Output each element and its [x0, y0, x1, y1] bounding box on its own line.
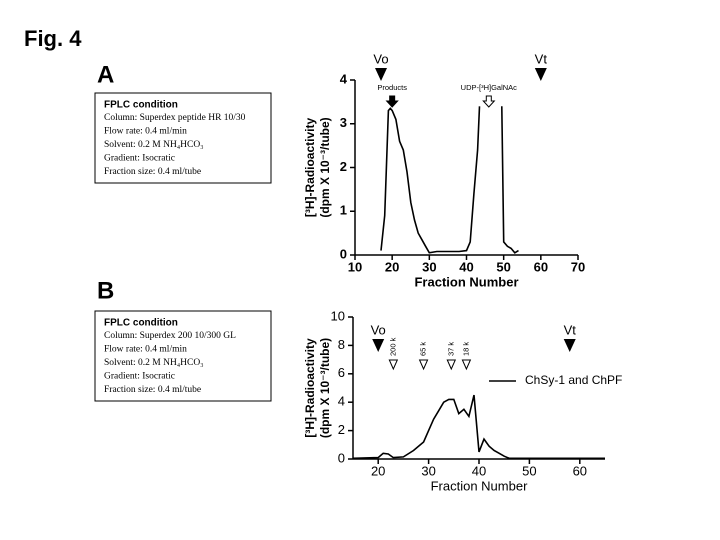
x-tick-label: 50 [496, 259, 510, 274]
annotation-label: Products [377, 83, 407, 92]
y-tick-label: 10 [331, 308, 345, 323]
x-axis-label: Fraction Number [414, 274, 518, 289]
x-tick-label: 30 [422, 259, 436, 274]
y-tick-label: 4 [340, 71, 348, 86]
annotation-marker [372, 339, 385, 352]
annotation-label: 18 k [461, 342, 470, 356]
x-tick-label: 40 [459, 259, 473, 274]
y-tick-label: 8 [338, 337, 345, 352]
y-tick-label: 0 [338, 450, 345, 465]
y-tick-label: 2 [340, 159, 347, 174]
panel-label: B [97, 277, 114, 304]
y-tick-label: 4 [338, 394, 345, 409]
x-tick-label: 20 [371, 463, 385, 478]
y-tick-label: 1 [340, 203, 347, 218]
condition-line: Flow rate: 0.4 ml/min [104, 127, 187, 137]
condition-line: Gradient: Isocratic [104, 372, 175, 382]
condition-line: Solvent: 0.2 M NH₄HCO₃ [104, 358, 204, 368]
annotation-marker [534, 68, 547, 81]
condition-line: Solvent: 0.2 M NH₄HCO₃ [104, 140, 204, 150]
y-tick-label: 3 [340, 115, 347, 130]
annotation-marker [418, 359, 429, 371]
condition-line: Column: Superdex 200 10/300 GL [104, 331, 236, 341]
x-tick-label: 50 [522, 463, 536, 478]
annotation-marker [563, 339, 576, 352]
condition-line: Fraction size: 0.4 ml/tube [104, 385, 201, 395]
annotation-label: Vt [564, 322, 577, 337]
annotation-label: 37 k [446, 342, 455, 356]
condition-title: FPLC condition [104, 100, 178, 111]
panel-label: A [97, 61, 114, 88]
x-tick-label: 60 [534, 259, 548, 274]
y-axis-label: (dpm X 10⁻³/tube) [318, 117, 332, 217]
condition-line: Gradient: Isocratic [104, 154, 175, 164]
x-tick-label: 60 [573, 463, 587, 478]
y-tick-label: 2 [338, 422, 345, 437]
annotation-marker [388, 359, 399, 371]
condition-title: FPLC condition [104, 318, 178, 329]
condition-line: Flow rate: 0.4 ml/min [104, 345, 187, 355]
y-tick-label: 6 [338, 365, 345, 380]
condition-line: Fraction size: 0.4 ml/tube [104, 167, 201, 177]
condition-box [94, 92, 272, 184]
y-axis-label: [³H]-Radioactivity [303, 338, 317, 438]
legend-label: ChSy-1 and ChPF [525, 373, 622, 387]
x-axis-label: Fraction Number [431, 478, 528, 493]
data-line [380, 106, 519, 254]
x-tick-label: 70 [571, 259, 585, 274]
y-tick-label: 0 [340, 246, 347, 261]
annotation-label: 65 k [419, 342, 428, 356]
annotation-marker [446, 359, 457, 371]
annotation-label: Vo [373, 51, 388, 66]
x-tick-label: 10 [348, 259, 362, 274]
x-tick-label: 30 [421, 463, 435, 478]
condition-box [94, 310, 272, 402]
annotation-marker [375, 68, 388, 81]
x-tick-label: 20 [385, 259, 399, 274]
annotation-marker [385, 95, 399, 108]
data-line [352, 394, 605, 460]
annotation-marker [461, 359, 472, 371]
annotation-label: UDP-[³H]GalNAc [461, 83, 518, 92]
annotation-marker [482, 95, 496, 108]
y-axis-label: [³H]-Radioactivity [303, 118, 317, 218]
x-tick-label: 40 [472, 463, 486, 478]
annotation-label: Vt [535, 51, 548, 66]
annotation-label: 200 k [388, 337, 397, 356]
condition-line: Column: Superdex peptide HR 10/30 [104, 113, 246, 123]
y-axis-label: (dpm X 10⁻³/tube) [318, 338, 332, 438]
figure-label: Fig. 4 [24, 26, 82, 51]
annotation-label: Vo [371, 322, 386, 337]
